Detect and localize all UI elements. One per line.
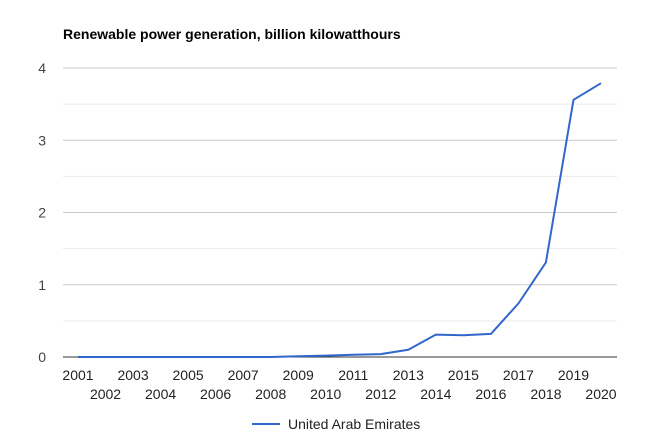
x-tick-label: 2016 — [475, 386, 506, 402]
data-point[interactable] — [432, 331, 440, 339]
data-point[interactable] — [74, 353, 82, 361]
data-point[interactable] — [569, 96, 577, 104]
x-tick-label: 2020 — [585, 386, 616, 402]
data-point[interactable] — [212, 353, 220, 361]
chart-title: Renewable power generation, billion kilo… — [63, 26, 401, 42]
data-point[interactable] — [102, 353, 110, 361]
data-point[interactable] — [514, 300, 522, 308]
x-tick-label: 2011 — [338, 367, 368, 383]
series-line[interactable] — [78, 82, 602, 358]
data-point[interactable] — [459, 331, 467, 339]
x-tick-label: 2006 — [200, 386, 231, 402]
x-tick-label: 2019 — [558, 367, 589, 383]
x-tick-label: 2017 — [503, 367, 534, 383]
x-tick-label: 2018 — [530, 386, 561, 402]
data-point[interactable] — [487, 330, 495, 338]
data-point[interactable] — [404, 346, 412, 354]
y-tick-label: 4 — [38, 60, 46, 76]
data-point[interactable] — [267, 353, 275, 361]
legend-label: United Arab Emirates — [288, 416, 421, 432]
data-point[interactable] — [322, 352, 330, 360]
x-tick-label: 2014 — [420, 386, 451, 402]
data-point[interactable] — [294, 352, 302, 360]
data-point[interactable] — [597, 79, 605, 87]
y-tick-label: 0 — [38, 349, 46, 365]
data-point[interactable] — [157, 353, 165, 361]
x-tick-label: 2001 — [62, 367, 93, 383]
data-point[interactable] — [239, 353, 247, 361]
x-tick-label: 2015 — [448, 367, 479, 383]
y-tick-label: 1 — [38, 277, 46, 293]
x-tick-label: 2013 — [393, 367, 424, 383]
data-point[interactable] — [377, 350, 385, 358]
y-tick-label: 3 — [38, 132, 46, 148]
x-tick-label: 2009 — [283, 367, 314, 383]
x-tick-label: 2008 — [255, 386, 286, 402]
x-tick-label: 2012 — [365, 386, 396, 402]
data-point[interactable] — [129, 353, 137, 361]
x-tick-label: 2010 — [310, 386, 341, 402]
legend-swatch — [252, 423, 280, 425]
data-point[interactable] — [349, 351, 357, 359]
data-point[interactable] — [184, 353, 192, 361]
x-tick-label: 2002 — [90, 386, 121, 402]
x-tick-label: 2005 — [173, 367, 204, 383]
x-tick-label: 2007 — [228, 367, 259, 383]
x-tick-label: 2003 — [117, 367, 148, 383]
y-tick-label: 2 — [38, 205, 46, 221]
x-tick-label: 2004 — [145, 386, 176, 402]
data-point[interactable] — [542, 258, 550, 266]
legend[interactable]: United Arab Emirates — [252, 416, 420, 432]
